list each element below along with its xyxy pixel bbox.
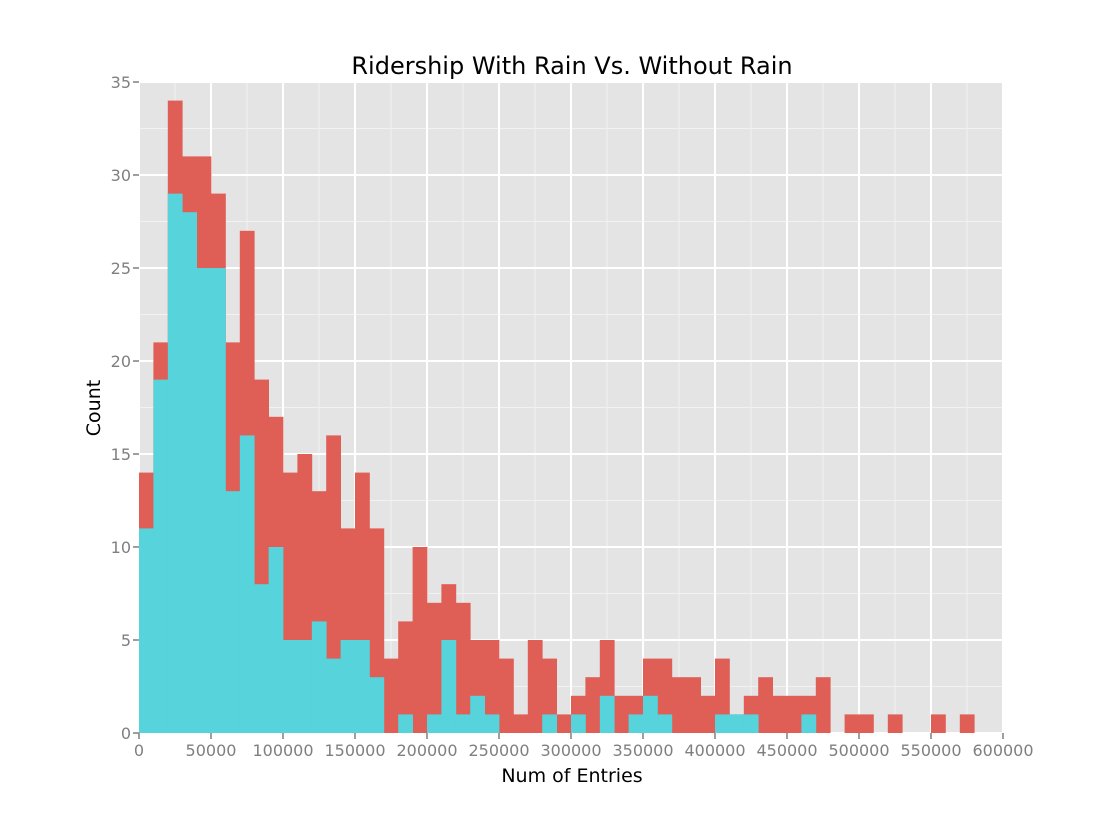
bar-series-2 bbox=[283, 640, 298, 733]
y-tick-label: 30 bbox=[111, 166, 131, 185]
bar-series-1 bbox=[686, 677, 701, 733]
bar-series-1 bbox=[772, 695, 788, 733]
bar-series-1 bbox=[412, 547, 428, 733]
x-tick-label: 450000 bbox=[756, 741, 817, 760]
bar-series-2 bbox=[182, 212, 197, 733]
bar-series-1 bbox=[383, 658, 399, 733]
bar-series-2 bbox=[657, 714, 673, 733]
bar-series-1 bbox=[700, 695, 716, 733]
bar-series-1 bbox=[887, 714, 903, 733]
bar-series-2 bbox=[211, 268, 226, 733]
x-axis: 0 50000 100000 150000 200000 250000 300000 3500… bbox=[134, 733, 1034, 760]
bar-series-1 bbox=[484, 640, 500, 733]
x-tick-label: 0 bbox=[134, 741, 144, 760]
x-tick-label: 600000 bbox=[972, 741, 1033, 760]
bar-series-2 bbox=[628, 714, 644, 733]
bar-series-2 bbox=[571, 714, 586, 733]
bar-series-2 bbox=[455, 714, 471, 733]
y-tick-label: 20 bbox=[111, 352, 131, 371]
bar-series-2 bbox=[599, 695, 615, 733]
bar-series-1 bbox=[427, 602, 442, 733]
bar-series-2 bbox=[470, 695, 485, 733]
bar-series-1 bbox=[614, 695, 629, 733]
bar-series-1 bbox=[758, 677, 773, 733]
bar-series-2 bbox=[398, 714, 413, 733]
bar-series-2 bbox=[340, 640, 356, 733]
y-tick-label: 5 bbox=[121, 631, 131, 650]
bar-series-2 bbox=[326, 658, 341, 733]
y-tick-label: 15 bbox=[111, 445, 131, 464]
bar-series-1 bbox=[455, 602, 471, 733]
bar-series-2 bbox=[427, 714, 442, 733]
bar-series-2 bbox=[643, 695, 658, 733]
bar-series-1 bbox=[527, 640, 543, 733]
bar-series-2 bbox=[167, 193, 183, 734]
chart-title: Ridership With Rain Vs. Without Rain bbox=[351, 52, 792, 80]
bar-series-2 bbox=[729, 714, 745, 733]
y-tick-label: 0 bbox=[121, 724, 131, 743]
x-tick-label: 100000 bbox=[252, 741, 313, 760]
bar-series-1 bbox=[815, 677, 831, 733]
bar-series-2 bbox=[715, 714, 730, 733]
bar-series-1 bbox=[556, 714, 572, 733]
bar-series-2 bbox=[225, 491, 241, 733]
bars bbox=[139, 100, 975, 734]
bar-series-2 bbox=[311, 621, 327, 733]
bar-series-2 bbox=[484, 714, 500, 733]
bar-series-2 bbox=[441, 640, 457, 733]
bar-series-2 bbox=[297, 640, 313, 733]
bar-series-2 bbox=[355, 640, 370, 733]
bar-series-1 bbox=[859, 714, 874, 733]
bar-series-2 bbox=[369, 677, 385, 733]
x-tick-label: 50000 bbox=[186, 741, 237, 760]
bar-series-2 bbox=[268, 547, 284, 733]
x-axis-title: Num of Entries bbox=[501, 765, 642, 787]
bar-series-1 bbox=[844, 714, 860, 733]
bar-series-2 bbox=[139, 528, 154, 733]
x-tick-label: 350000 bbox=[612, 741, 673, 760]
y-axis-title: Count bbox=[83, 380, 105, 436]
bar-series-1 bbox=[959, 714, 975, 733]
x-tick-label: 250000 bbox=[468, 741, 529, 760]
y-tick-label: 25 bbox=[111, 259, 131, 278]
x-tick-label: 400000 bbox=[684, 741, 745, 760]
bar-series-1 bbox=[585, 677, 601, 733]
bar-series-1 bbox=[513, 714, 529, 733]
x-tick-label: 200000 bbox=[396, 741, 457, 760]
bar-series-1 bbox=[931, 714, 946, 733]
bar-series-2 bbox=[239, 435, 255, 733]
bar-series-2 bbox=[801, 714, 817, 733]
bar-series-1 bbox=[787, 695, 802, 733]
bar-series-1 bbox=[499, 658, 514, 733]
bar-series-2 bbox=[743, 714, 759, 733]
x-tick-label: 500000 bbox=[828, 741, 889, 760]
bar-series-2 bbox=[542, 714, 557, 733]
y-tick-label: 10 bbox=[111, 538, 131, 557]
bar-series-1 bbox=[671, 677, 687, 733]
bar-series-2 bbox=[153, 379, 169, 733]
y-axis: 0 5 10 15 20 25 30 35 bbox=[111, 73, 139, 743]
bar-series-1 bbox=[398, 621, 413, 733]
bar-series-2 bbox=[254, 584, 269, 733]
x-tick-label: 300000 bbox=[540, 741, 601, 760]
x-tick-label: 150000 bbox=[324, 741, 385, 760]
bar-series-2 bbox=[196, 268, 212, 733]
y-tick-label: 35 bbox=[111, 73, 131, 92]
x-tick-label: 550000 bbox=[900, 741, 961, 760]
